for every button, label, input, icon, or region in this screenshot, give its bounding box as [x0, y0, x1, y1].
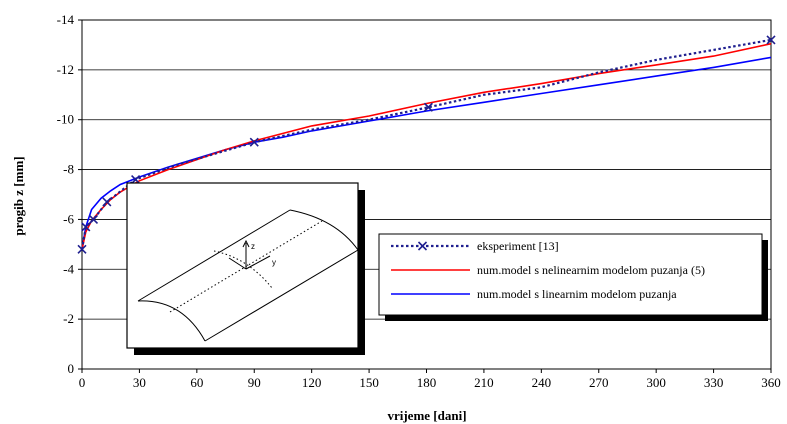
y-tick-label: -2 — [63, 311, 74, 326]
marker-stroke — [423, 102, 433, 112]
x-tick-label: 300 — [646, 375, 666, 390]
y-tick-label: -14 — [57, 12, 75, 27]
shell-right-edge — [204, 249, 359, 342]
x-tick-label: 150 — [359, 375, 379, 390]
axis-x-arrow — [228, 257, 247, 270]
shell-back-arc — [289, 209, 359, 251]
axis-z-label: z — [251, 242, 255, 251]
shell-left-edge — [137, 209, 291, 302]
legend-frame — [378, 233, 763, 316]
y-tick-label: -4 — [63, 261, 74, 276]
x-axis-ticks: 0 30 60 90 120 150 180 210 240 270 300 330 360 — [79, 369, 781, 390]
y-tick-label: -10 — [57, 112, 74, 127]
marker-stroke — [88, 214, 99, 224]
y-tick-label: -8 — [63, 162, 74, 177]
data-point-marker — [766, 35, 776, 45]
x-tick-label: 90 — [248, 375, 261, 390]
marker-stroke — [102, 197, 112, 207]
data-point-marker — [423, 102, 433, 112]
series-layer — [77, 35, 776, 254]
legend-marker — [417, 241, 428, 251]
x-tick-label: 0 — [79, 375, 86, 390]
data-point-marker — [102, 197, 112, 207]
marker-stroke — [77, 244, 87, 254]
data-point-marker — [131, 174, 141, 185]
x-tick-label: 270 — [589, 375, 609, 390]
y-axis-title: progib z [mm] — [11, 156, 26, 235]
y-axis-ticks: 0 -2 -4 -6 -8 -10 -12 -14 — [57, 12, 82, 376]
x-tick-label: 330 — [704, 375, 724, 390]
y-tick-label: -6 — [63, 211, 74, 226]
data-point-marker — [88, 214, 99, 224]
data-point-marker — [249, 137, 259, 147]
axis-z-head — [242, 239, 250, 248]
data-point-marker — [81, 222, 91, 232]
legend: eksperiment [13] num.model s nelinearnim … — [378, 233, 768, 321]
x-tick-label: 210 — [474, 375, 494, 390]
x-axis-title: vrijeme [dani] — [387, 408, 466, 423]
x-tick-label: 30 — [133, 375, 146, 390]
inset-diagram: z y — [126, 182, 365, 355]
axis-y-label: y — [272, 258, 276, 267]
marker-stroke — [81, 222, 91, 232]
inset-frame — [126, 182, 359, 349]
x-tick-label: 180 — [417, 375, 437, 390]
axis-y-arrow — [245, 255, 271, 270]
marker-stroke — [766, 35, 776, 45]
data-point-marker — [77, 244, 87, 254]
shell-drawing — [137, 209, 359, 342]
y-tick-label: 0 — [68, 361, 75, 376]
x-tick-label: 60 — [190, 375, 203, 390]
legend-entries: eksperiment [13] num.model s nelinearnim … — [391, 239, 705, 301]
x-tick-label: 120 — [302, 375, 322, 390]
legend-label: num.model s linearnim modelom puzanja — [477, 287, 677, 301]
x-tick-label: 360 — [761, 375, 781, 390]
marker-stroke — [131, 174, 141, 185]
marker-stroke — [249, 137, 259, 147]
x-tick-label: 240 — [532, 375, 552, 390]
legend-label: num.model s nelinearnim modelom puzanja … — [477, 263, 705, 277]
shell-front-arc — [137, 300, 206, 342]
legend-label: eksperiment [13] — [477, 239, 559, 253]
y-tick-label: -12 — [57, 62, 74, 77]
